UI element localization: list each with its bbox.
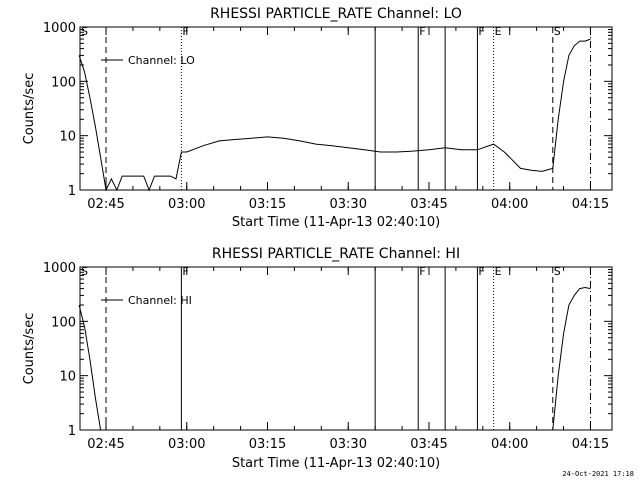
y-tick-label: 10: [59, 370, 76, 385]
x-axis-label: Start Time (11-Apr-13 02:40:10): [232, 215, 440, 230]
y-axis-label: Counts/sec: [22, 313, 37, 385]
event-label: F: [478, 25, 484, 38]
y-axis-label: Counts/sec: [22, 73, 37, 145]
x-tick-label: 03:00: [168, 437, 205, 452]
edge-event-label: S: [81, 265, 88, 278]
x-tick-label: 04:00: [491, 437, 528, 452]
x-tick-label: 03:00: [168, 197, 205, 212]
y-tick-label: 1: [68, 184, 76, 199]
event-label: E: [495, 25, 502, 38]
event-label: F: [182, 25, 188, 38]
y-tick-label: 1: [68, 424, 76, 439]
footer-date: 24-Oct-2021 17:18: [562, 470, 634, 478]
x-tick-label: 04:15: [572, 197, 609, 212]
y-tick-label: 100: [51, 75, 76, 90]
x-tick-label: 04:00: [491, 197, 528, 212]
y-tick-label: 100: [51, 315, 76, 330]
plot-frame: [79, 266, 613, 431]
event-label: F: [419, 265, 425, 278]
event-label: F: [182, 265, 188, 278]
event-label: F: [419, 25, 425, 38]
event-label: S: [554, 265, 561, 278]
edge-event-label: S: [81, 25, 88, 38]
event-label: S: [554, 25, 561, 38]
event-label: E: [495, 265, 502, 278]
series-line: [78, 286, 591, 431]
x-tick-label: 03:15: [249, 437, 286, 452]
chart-title: RHESSI PARTICLE_RATE Channel: LO: [210, 6, 462, 22]
x-tick-label: 03:45: [410, 437, 447, 452]
plot-frame: [79, 26, 613, 191]
chart-title: RHESSI PARTICLE_RATE Channel: HI: [212, 246, 460, 262]
y-tick-label: 10: [59, 130, 76, 145]
y-tick-label: 1000: [43, 261, 76, 276]
chart-panel-2: RHESSI PARTICLE_RATE Channel: HI 1 10 100 10…: [22, 246, 613, 471]
x-tick-label: 03:30: [330, 437, 367, 452]
x-tick-label: 03:45: [410, 197, 447, 212]
x-tick-label: 03:30: [330, 197, 367, 212]
x-tick-label: 02:45: [87, 437, 124, 452]
x-axis-label: Start Time (11-Apr-13 02:40:10): [232, 456, 440, 471]
x-tick-label: 02:45: [87, 197, 124, 212]
legend-label: Channel: HI: [128, 294, 192, 307]
x-tick-label: 04:15: [572, 437, 609, 452]
chart-panel-1: RHESSI PARTICLE_RATE Channel: LO 1 10 100 10…: [22, 6, 613, 230]
legend-label: Channel: LO: [128, 54, 195, 67]
event-label: F: [478, 265, 484, 278]
x-tick-label: 03:15: [249, 197, 286, 212]
series-line: [78, 38, 591, 192]
y-tick-label: 1000: [43, 21, 76, 36]
